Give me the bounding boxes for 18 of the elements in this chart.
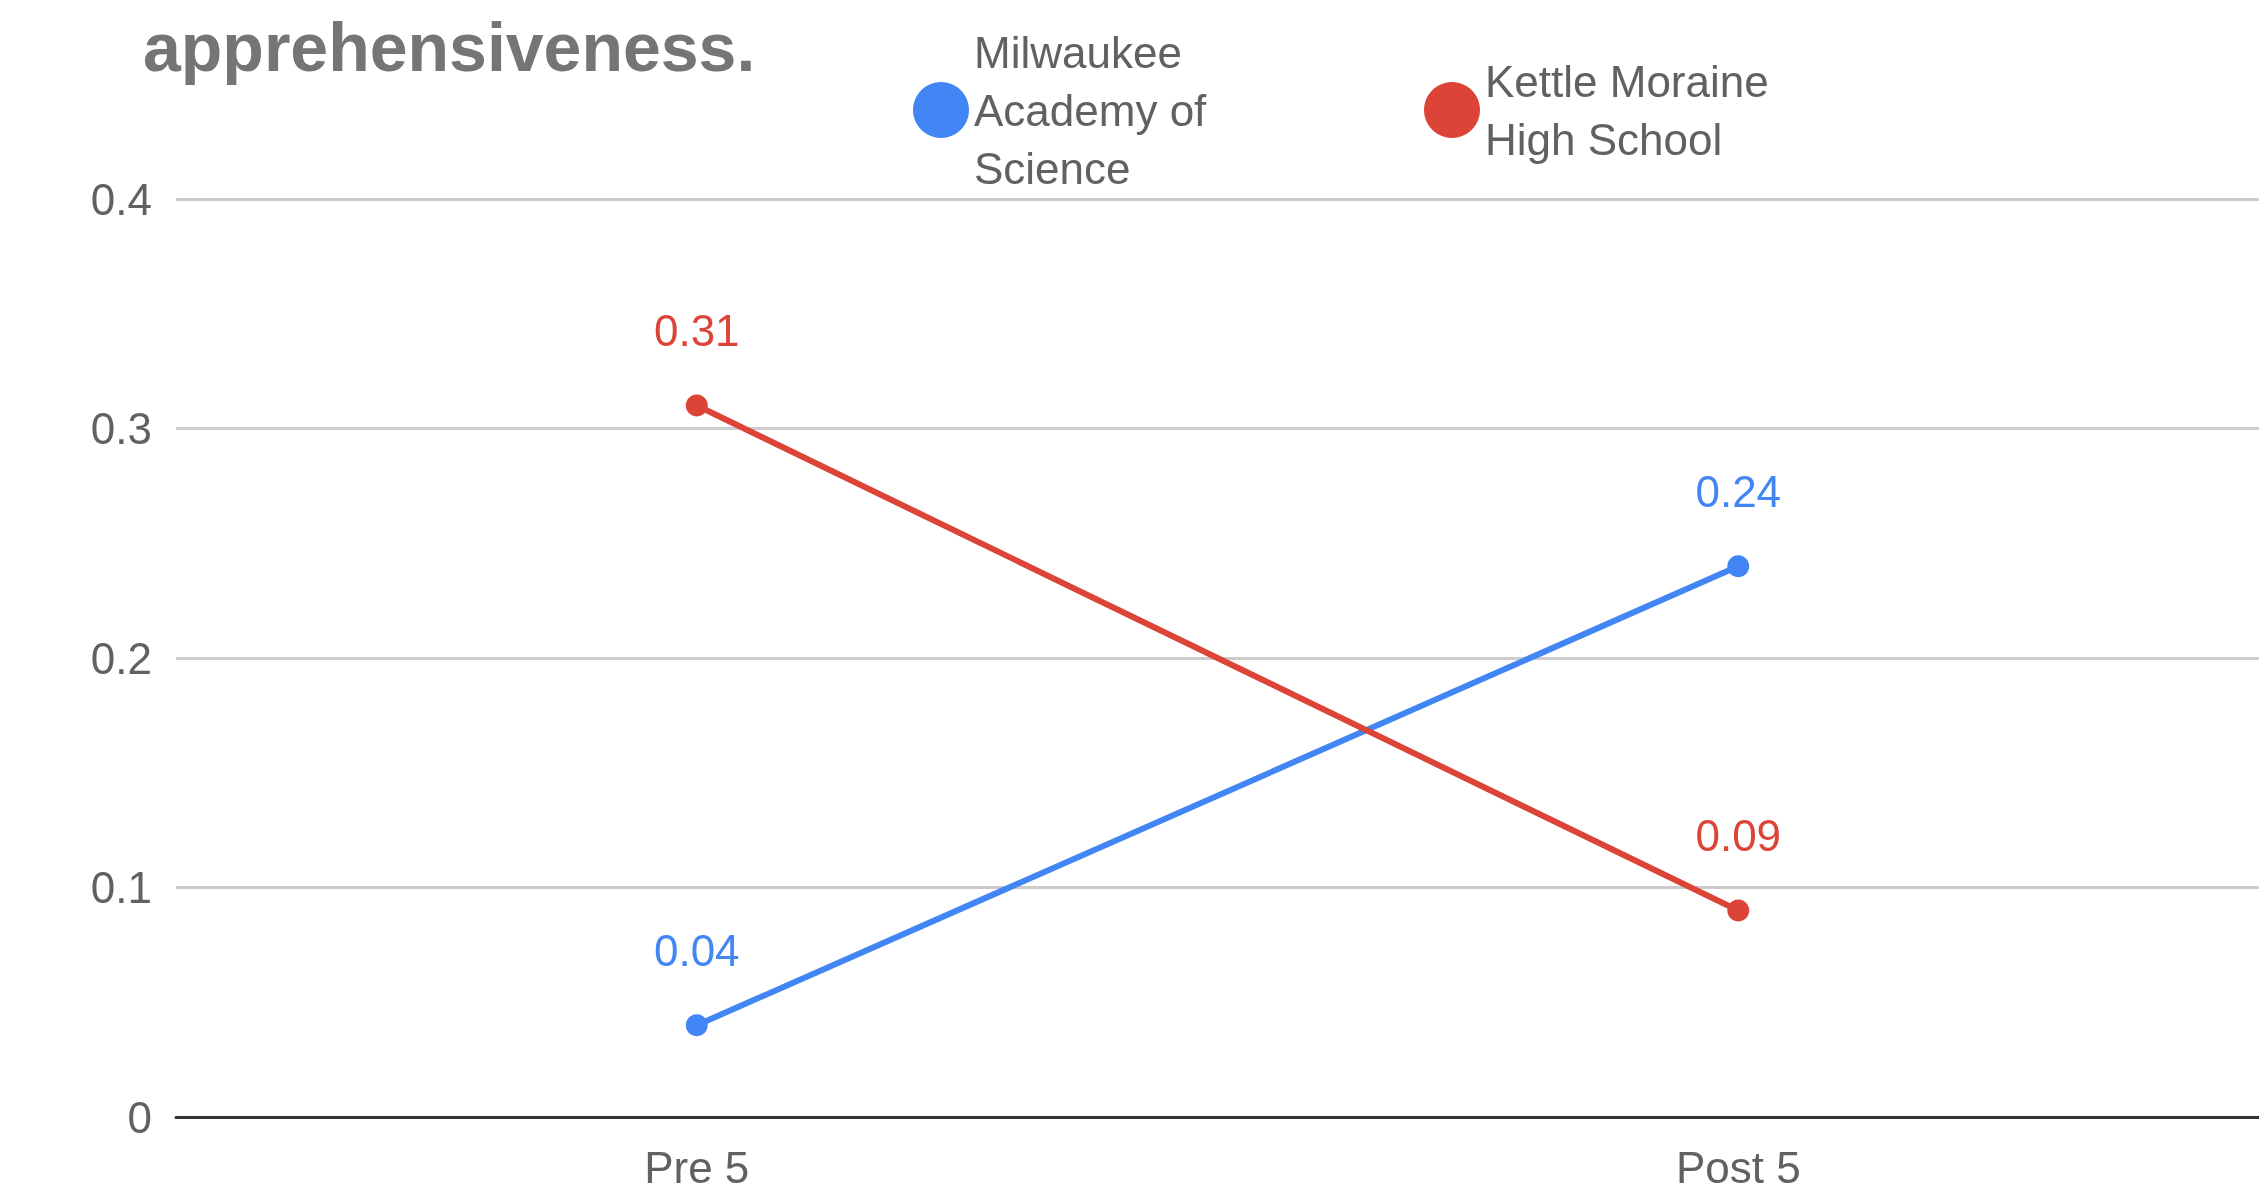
data-label: 0.04 (653, 925, 740, 975)
y-tick-label: 0.2 (90, 633, 152, 683)
legend-label: Kettle Moraine High School (1485, 56, 1781, 164)
legend-label: Milwaukee Academy of Science (974, 27, 1219, 193)
point (1727, 555, 1750, 578)
data-label: 0.09 (1695, 810, 1782, 860)
point (1727, 899, 1750, 922)
chart-title: apprehensiveness. (143, 9, 756, 85)
y-tick-label: 0.4 (90, 174, 152, 224)
x-tick-label: Post 5 (1675, 1142, 1801, 1192)
y-tick-label: 0 (127, 1092, 152, 1142)
x-tick-label: Pre 5 (644, 1142, 750, 1192)
point (685, 394, 708, 417)
y-tick-label: 0.3 (90, 404, 152, 453)
data-label: 0.31 (653, 306, 740, 356)
y-tick-label: 0.1 (90, 863, 152, 912)
point (685, 1014, 708, 1037)
data-label: 0.24 (1695, 466, 1782, 516)
